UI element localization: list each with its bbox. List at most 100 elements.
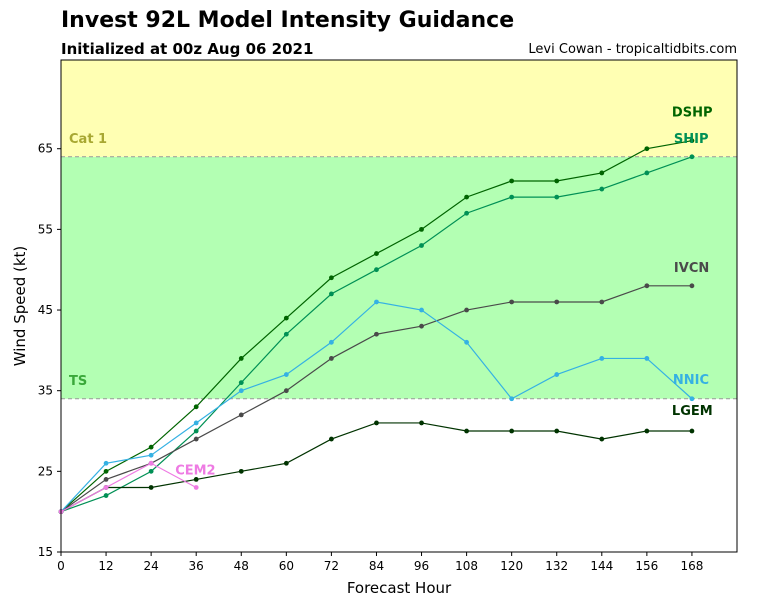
series-point-nnic — [283, 372, 289, 377]
intensity-bands — [61, 60, 737, 399]
axes: 0 12 24 36 48 60 72 84 96 108 120 132 144 156 168 15 25 3… — [38, 142, 704, 573]
series-point-lgem — [329, 436, 334, 442]
series-point-ship — [644, 170, 650, 176]
series-point-ivcn — [689, 283, 695, 289]
series-point-nnic — [103, 460, 109, 466]
series-point-dshp — [103, 468, 109, 474]
x-tick-label: 36 — [189, 559, 204, 573]
x-tick-label: 48 — [234, 559, 249, 573]
series-point-ivcn — [238, 412, 244, 418]
series-point-lgem — [238, 468, 244, 474]
series-point-nnic — [554, 372, 560, 377]
series-point-ship — [329, 291, 334, 297]
y-axis-label: Wind Speed (kt) — [11, 246, 29, 367]
series-point-ship — [419, 243, 424, 248]
series-point-nnic — [644, 356, 650, 361]
series-point-nnic — [374, 299, 379, 305]
x-tick-label: 0 — [57, 559, 65, 573]
series-point-lgem — [193, 477, 199, 482]
series-point-ship — [193, 428, 199, 434]
series-group — [58, 138, 695, 515]
series-point-nnic — [509, 396, 515, 402]
series-label-ship: SHIP — [674, 132, 709, 147]
y-tick-label: 45 — [38, 303, 53, 317]
y-tick-label: 15 — [38, 545, 53, 559]
series-point-ivcn — [283, 388, 289, 394]
series-point-dshp — [464, 194, 469, 200]
series-point-lgem — [689, 428, 695, 434]
y-tick-label: 25 — [38, 464, 53, 478]
x-tick-label: 108 — [455, 559, 478, 573]
series-point-ship — [103, 493, 109, 498]
series-point-nnic — [193, 420, 199, 426]
series-point-cem2 — [193, 485, 199, 490]
series-point-ship — [238, 380, 244, 386]
series-point-lgem — [283, 460, 289, 466]
series-point-ivcn — [193, 436, 199, 442]
y-tick-label: 35 — [38, 384, 53, 398]
y-tick-label: 65 — [38, 142, 53, 156]
series-point-nnic — [464, 339, 469, 345]
plot-frame — [60, 59, 738, 553]
series-point-ivcn — [599, 299, 605, 305]
chart-subtitle: Initialized at 00z Aug 06 2021 — [61, 40, 314, 58]
series-point-ivcn — [644, 283, 650, 289]
series-point-ivcn — [509, 299, 515, 305]
series-point-ship — [689, 154, 695, 160]
series-point-dshp — [374, 251, 379, 256]
series-point-ship — [374, 267, 379, 273]
x-tick-label: 144 — [590, 559, 613, 573]
series-point-nnic — [599, 356, 605, 361]
series-point-nnic — [419, 307, 424, 313]
series-point-lgem — [148, 485, 154, 490]
x-tick-label: 132 — [545, 559, 568, 573]
x-tick-label: 12 — [98, 559, 113, 573]
x-tick-label: 60 — [279, 559, 294, 573]
series-point-cem2 — [103, 485, 109, 490]
series-point-lgem — [554, 428, 560, 434]
series-point-dshp — [238, 356, 244, 361]
series-point-ivcn — [554, 299, 560, 305]
series-point-dshp — [419, 226, 424, 232]
series-point-lgem — [374, 420, 379, 426]
series-point-dshp — [644, 146, 650, 152]
x-tick-label: 120 — [500, 559, 523, 573]
series-point-ship — [148, 468, 154, 474]
series-point-lgem — [599, 436, 605, 442]
x-axis-label: Forecast Hour — [347, 579, 452, 597]
x-tick-label: 84 — [369, 559, 384, 573]
series-label-nnic: NNIC — [673, 373, 709, 388]
series-point-ship — [509, 194, 515, 200]
series-point-lgem — [509, 428, 515, 434]
series-point-dshp — [509, 178, 515, 184]
series-point-dshp — [148, 444, 154, 450]
series-point-lgem — [644, 428, 650, 434]
series-labels: DSHP SHIP IVCN NNIC LGEM CEM2 — [175, 106, 713, 479]
series-point-dshp — [554, 178, 560, 184]
series-point-ship — [554, 194, 560, 200]
x-tick-label: 72 — [324, 559, 339, 573]
series-point-nnic — [238, 388, 244, 394]
series-label-lgem: LGEM — [672, 404, 713, 419]
x-tick-label: 156 — [635, 559, 658, 573]
series-label-ivcn: IVCN — [674, 261, 709, 276]
series-line-cem2 — [60, 462, 197, 513]
series-point-ivcn — [374, 331, 379, 337]
series-point-ship — [464, 210, 469, 216]
series-point-dshp — [283, 315, 289, 321]
threshold-label-0: TS — [69, 374, 87, 389]
series-point-lgem — [419, 420, 424, 426]
series-point-dshp — [599, 170, 605, 176]
series-point-dshp — [329, 275, 334, 281]
series-point-ship — [599, 186, 605, 192]
series-point-lgem — [464, 428, 469, 434]
series-label-cem2: CEM2 — [175, 463, 215, 478]
band-1 — [61, 60, 737, 157]
y-tick-label: 55 — [38, 222, 53, 236]
series-label-dshp: DSHP — [672, 106, 713, 121]
band-0 — [61, 156, 737, 399]
series-point-ivcn — [329, 356, 334, 361]
threshold-lines: TS Cat 1 — [61, 132, 737, 400]
series-point-cem2 — [148, 460, 154, 466]
